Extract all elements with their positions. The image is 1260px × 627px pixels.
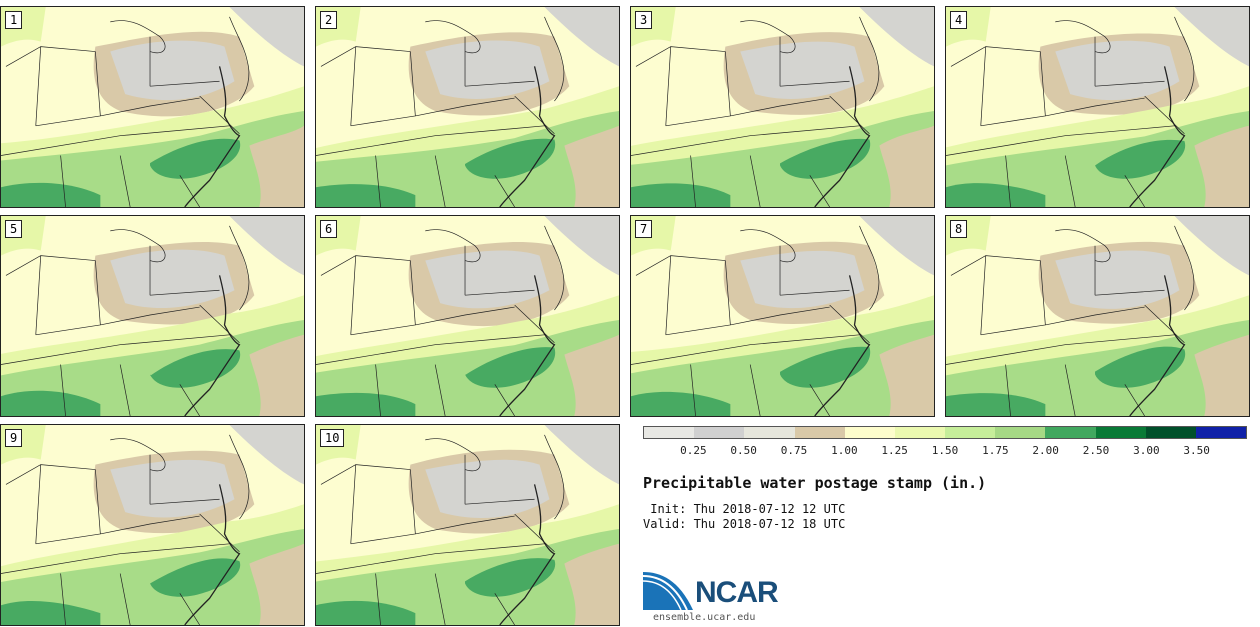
colorbar-swatch	[644, 427, 695, 438]
colorbar-tick-label: 0.75	[780, 444, 808, 457]
colorbar-tick-label: 0.25	[680, 444, 707, 457]
member-label: 2	[320, 11, 338, 29]
colorbar-tick-label: 2.00	[1032, 444, 1059, 457]
ncar-url[interactable]: ensemble.ucar.edu	[653, 612, 756, 623]
postage-stamp-map: 2	[315, 6, 620, 208]
colorbar-tick-label: 1.50	[931, 444, 959, 457]
member-label: 3	[635, 11, 653, 29]
member-label: 4	[950, 11, 968, 29]
colorbar-ticks: 0.25 0.50 0.75 1.00 1.25 1.50 1.75 2.00 2.50 3.00…	[643, 444, 1247, 458]
ncar-wordmark: NCAR	[695, 576, 779, 609]
colorbar-swatch	[794, 427, 845, 438]
colorbar-tick-label: 0.50	[730, 444, 757, 457]
colorbar-swatch	[844, 427, 895, 438]
postage-stamp-map: 6	[315, 215, 620, 417]
colorbar	[643, 426, 1247, 439]
member-label: 9	[5, 429, 23, 447]
member-label: 1	[5, 11, 23, 29]
postage-stamp-map: 1	[0, 6, 305, 208]
colorbar-swatch	[1195, 427, 1247, 438]
colorbar-tick-label: 1.00	[831, 444, 858, 457]
colorbar-swatch	[744, 427, 795, 438]
member-label: 6	[320, 220, 338, 238]
colorbar-swatch	[995, 427, 1046, 438]
colorbar-tick-label: 1.75	[982, 444, 1009, 457]
postage-stamp-map: 7	[630, 215, 935, 417]
colorbar-tick-label: 3.50	[1183, 444, 1210, 457]
colorbar-swatch	[894, 427, 946, 438]
member-label: 8	[950, 220, 968, 238]
time-info: Init: Thu 2018-07-12 12 UTC Valid: Thu 20…	[643, 502, 845, 532]
postage-stamp-map: 3	[630, 6, 935, 208]
postage-stamp-map: 8	[945, 215, 1250, 417]
ncar-logo: NCAR ensemble.ucar.edu	[642, 570, 793, 623]
colorbar-tick-label: 1.25	[881, 444, 908, 457]
member-label: 5	[5, 220, 23, 238]
postage-stamp-map: 4	[945, 6, 1250, 208]
member-label: 10	[320, 429, 345, 447]
colorbar-swatch	[694, 427, 745, 438]
colorbar-swatch	[1045, 427, 1096, 438]
valid-time: Valid: Thu 2018-07-12 18 UTC	[643, 517, 846, 531]
colorbar-swatch	[1145, 427, 1196, 438]
ncar-swoosh-icon	[642, 572, 693, 611]
figure-title: Precipitable water postage stamp (in.)	[643, 474, 987, 492]
colorbar-swatch	[1095, 427, 1146, 438]
member-label: 7	[635, 220, 653, 238]
postage-stamp-map: 5	[0, 215, 305, 417]
postage-stamp-map: 9	[0, 424, 305, 626]
colorbar-tick-label: 2.50	[1082, 444, 1110, 457]
init-time: Init: Thu 2018-07-12 12 UTC	[643, 502, 846, 516]
colorbar-legend: 0.25 0.50 0.75 1.00 1.25 1.50 1.75 2.00 2.50 3.00…	[643, 426, 1247, 458]
colorbar-swatch	[945, 427, 996, 438]
colorbar-tick-label: 3.00	[1133, 444, 1160, 457]
postage-stamp-map: 10	[315, 424, 620, 626]
